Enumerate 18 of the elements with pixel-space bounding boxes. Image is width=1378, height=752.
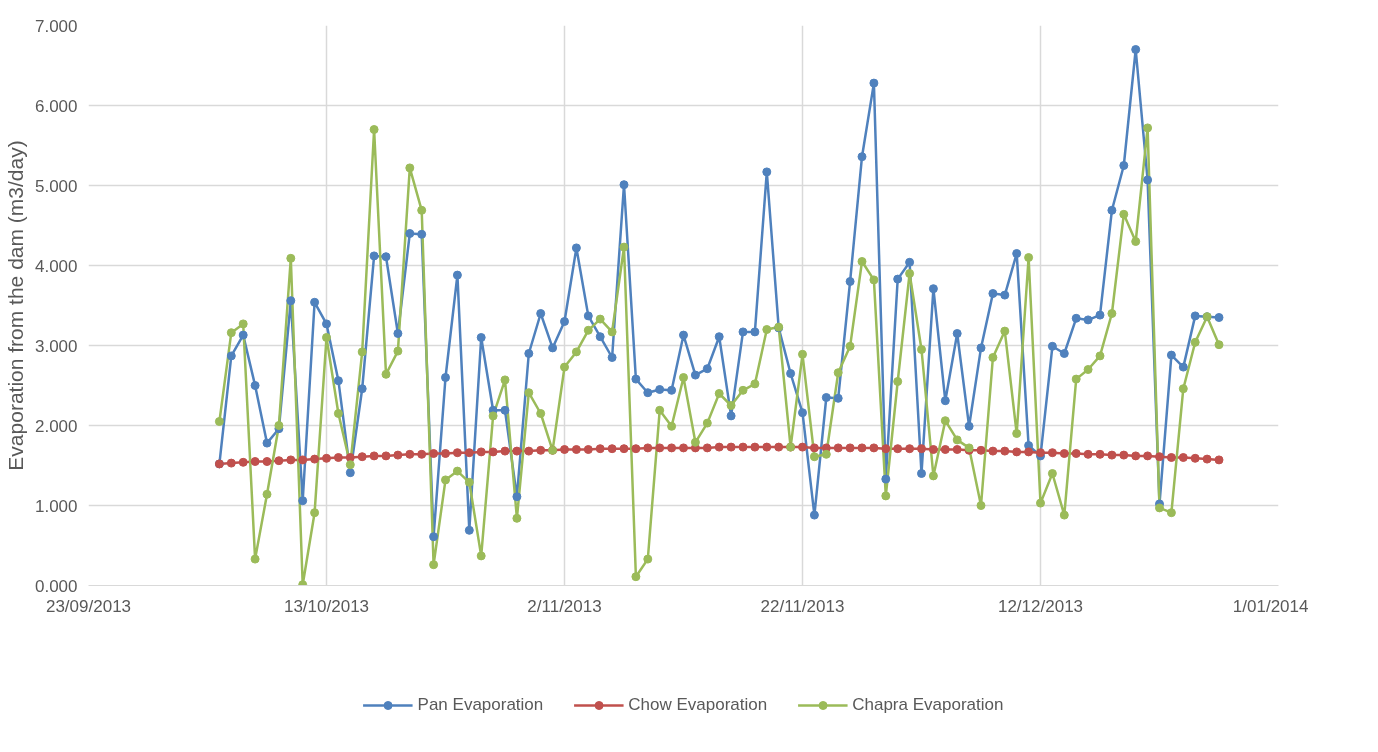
x-tick-label: 1/01/2014 [1232,596,1309,616]
y-tick-label: 7.000 [34,16,78,36]
y-tick-label: 5.000 [34,176,78,196]
x-tick-label: 13/10/2013 [283,596,370,616]
x-tick-label: 2/11/2013 [527,596,602,616]
legend-label: Chow Evaporation [628,694,768,715]
y-tick-label: 2.000 [34,416,78,436]
y-tick-label: 6.000 [34,96,78,116]
y-tick-label: 0.000 [34,576,78,596]
x-tick-label: 12/12/2013 [997,596,1084,616]
y-tick-label: 3.000 [34,336,78,356]
y-tick-label: 4.000 [34,256,78,276]
x-tick-label: 23/09/2013 [45,596,132,616]
legend-label: Pan Evaporation [417,694,544,715]
y-tick-label: 1.000 [34,496,78,516]
legend-label: Chapra Evaporation [852,694,1004,715]
y-axis-title: Evaporation from the dam (m3/day) [3,140,27,471]
x-tick-label: 22/11/2013 [760,596,845,616]
